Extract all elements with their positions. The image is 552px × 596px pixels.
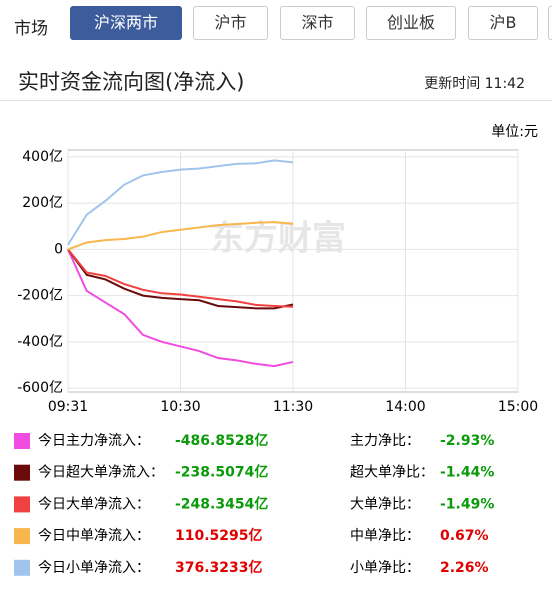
update-time: 更新时间 11:42 <box>424 76 525 92</box>
legend-swatch <box>14 433 30 449</box>
title: 实时资金流向图(净流入) <box>18 70 245 94</box>
legend-swatch <box>14 559 30 576</box>
x-tick-label: 15:00 <box>498 399 538 415</box>
legend-label: 今日主力净流入： <box>38 433 150 449</box>
ratio-value: 0.67% <box>440 528 489 544</box>
ratio-label: 超大单净比： <box>350 465 434 481</box>
legend-swatch <box>14 528 30 545</box>
series-line <box>67 248 294 310</box>
y-tick-label: -600亿 <box>17 380 63 396</box>
series-line <box>67 221 294 251</box>
y-tick-label: 200亿 <box>22 195 63 211</box>
flow-value: 110.5295亿 <box>175 527 263 544</box>
ratio-value: -1.44% <box>440 465 494 481</box>
flow-value: 376.3233亿 <box>175 559 263 576</box>
flow-value: -486.8528亿 <box>175 432 268 449</box>
market-label: 市场 <box>14 19 48 39</box>
series-line <box>67 248 294 308</box>
market-tab[interactable]: 沪B <box>468 6 538 40</box>
x-tick-label: 10:30 <box>160 399 200 415</box>
ratio-value: 2.26% <box>440 560 489 576</box>
series-line <box>67 159 294 246</box>
market-tab[interactable]: 沪市 <box>193 6 268 40</box>
flow-value: -238.5074亿 <box>175 464 268 481</box>
x-tick-label: 14:00 <box>385 399 425 415</box>
legend-swatch <box>14 496 30 513</box>
ratio-label: 中单净比： <box>350 528 420 544</box>
ratio-label: 小单净比： <box>350 560 420 576</box>
legend-label: 今日小单净流入： <box>38 560 150 576</box>
tab-edge[interactable] <box>548 6 552 40</box>
ratio-value: -1.49% <box>440 496 494 512</box>
series-line <box>67 248 294 368</box>
y-tick-label: -400亿 <box>17 334 63 350</box>
y-tick-label: 0 <box>54 241 63 257</box>
market-tab[interactable]: 沪深两市 <box>70 6 182 40</box>
y-tick-label: -200亿 <box>17 288 63 304</box>
x-tick-label: 11:30 <box>273 399 313 415</box>
market-tab[interactable]: 创业板 <box>366 6 456 40</box>
ratio-label: 大单净比： <box>350 496 420 512</box>
ratio-value: -2.93% <box>440 433 494 449</box>
legend-label: 今日超大单净流入： <box>38 465 164 481</box>
divider <box>0 100 552 101</box>
ratio-label: 主力净比： <box>350 433 420 449</box>
legend-label: 今日大单净流入： <box>38 496 150 512</box>
x-tick-label: 09:31 <box>48 399 88 415</box>
flow-value: -248.3454亿 <box>175 495 268 512</box>
legend-swatch <box>14 464 30 481</box>
y-tick-label: 400亿 <box>22 149 63 165</box>
legend-label: 今日中单净流入： <box>38 528 150 544</box>
unit-label: 单位:元 <box>491 124 538 140</box>
market-tab[interactable]: 深市 <box>280 6 355 40</box>
